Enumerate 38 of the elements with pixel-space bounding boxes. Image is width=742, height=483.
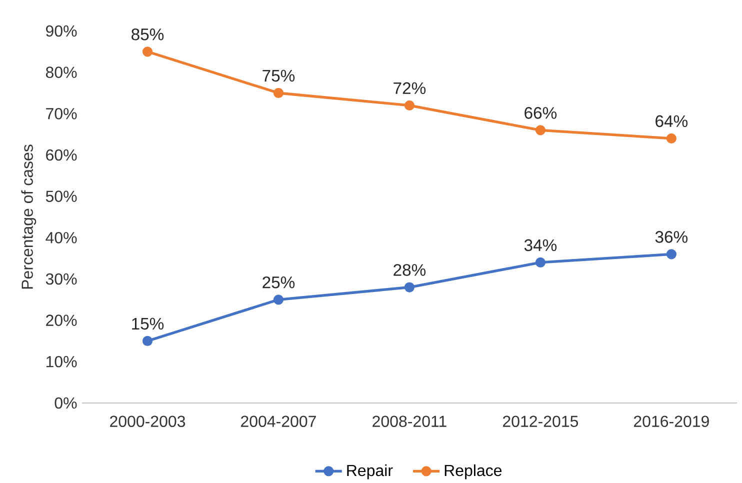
x-tick-label: 2000-2003 [110,416,186,427]
data-label: 66% [524,106,557,119]
y-tick-label: 0% [54,397,77,408]
data-label: 25% [262,276,295,288]
y-tick-label: 20% [46,314,77,326]
point [666,133,676,144]
y-axis-title: Percentage of cases [21,144,36,288]
x-tick-label: 2016-2019 [634,416,709,427]
y-tick-label: 10% [46,356,77,368]
data-label: 72% [394,82,426,94]
x-tick-label: 2004-2007 [241,416,316,427]
y-tick-label: 50% [46,190,77,202]
y-tick-label: 70% [46,108,77,120]
y-tick-label: 90% [46,25,77,36]
y-tick-label: 80% [46,66,77,78]
data-label: 15% [132,318,164,330]
data-label: 85% [132,28,164,40]
point [273,88,284,98]
x-tick-label: 2012-2015 [502,416,578,427]
point [142,46,153,57]
point [404,282,415,292]
y-tick-label: 60% [46,149,77,160]
point [404,100,415,110]
point [273,294,284,305]
point [535,257,546,268]
y-tick-label: 40% [46,232,77,244]
legend-label: Replace [444,464,502,480]
point [142,336,153,346]
y-tick-label: 30% [46,273,77,284]
data-label: 36% [655,230,688,243]
data-label: 75% [262,70,295,82]
point [666,248,676,260]
x-tick-label: 2008-2011 [372,416,446,427]
point [535,124,546,136]
legend-label: Repair [347,464,393,480]
data-label: 34% [524,239,557,251]
data-label: 28% [394,264,426,276]
data-label: 64% [656,115,688,127]
